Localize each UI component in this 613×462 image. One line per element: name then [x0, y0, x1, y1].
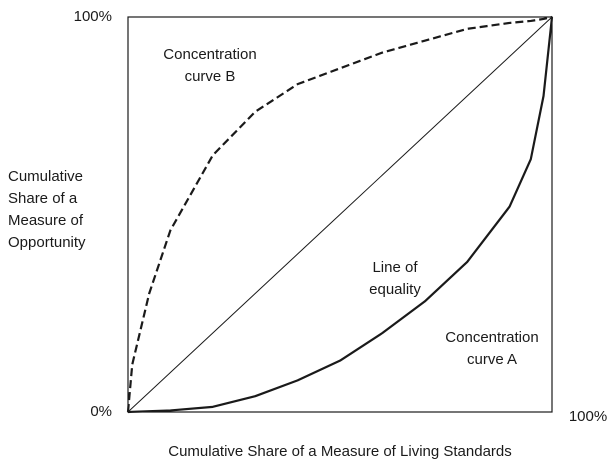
x-axis-label: Cumulative Share of a Measure of Living …	[168, 443, 512, 460]
y-axis-label: Opportunity	[8, 234, 86, 251]
y-axis-label: Measure of	[8, 212, 84, 229]
annotation: Concentration	[163, 46, 256, 63]
y-tick-label: 100%	[74, 8, 112, 25]
annotation: Concentration	[445, 329, 538, 346]
annotation: equality	[369, 281, 421, 298]
series-line	[127, 16, 553, 413]
series-line	[127, 16, 554, 414]
y-tick-label: 0%	[90, 403, 112, 420]
y-axis-label: Share of a	[8, 190, 78, 207]
plot-frame	[127, 16, 553, 413]
annotation: Line of	[372, 259, 418, 276]
annotation: curve A	[467, 351, 517, 368]
x-tick-label: 100%	[569, 408, 607, 425]
annotation: curve B	[185, 68, 236, 85]
y-axis-label: Cumulative	[8, 168, 83, 185]
